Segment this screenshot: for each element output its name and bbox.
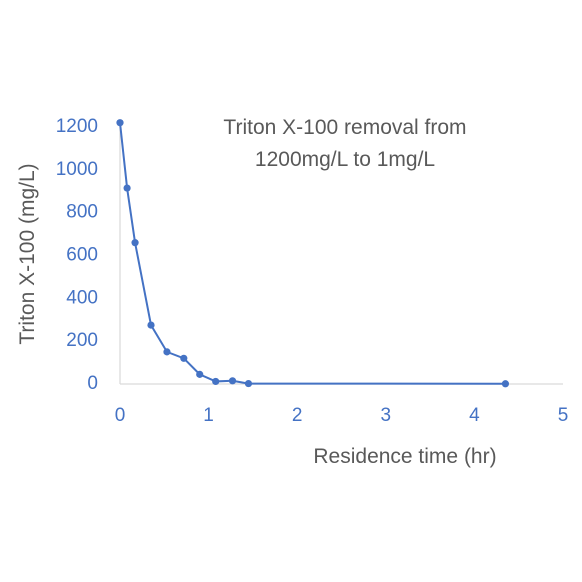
data-points [116,119,510,388]
x-tick-label: 1 [203,405,214,426]
x-ticks: 0 1 2 3 4 5 [115,405,569,426]
chart-title-line-1: Triton X-100 removal from [223,116,466,139]
y-tick-label: 1000 [56,159,98,180]
y-axis-title: Triton X-100 (mg/L) [16,163,39,344]
data-point [123,184,131,192]
data-point [244,379,253,388]
y-tick-label: 800 [66,202,98,223]
x-axis-title: Residence time (hr) [313,445,496,468]
x-tick-label: 0 [115,405,126,426]
x-tick-label: 2 [292,405,303,426]
y-tick-label: 600 [66,245,98,266]
y-tick-label: 0 [87,373,98,394]
data-point [196,370,204,378]
x-tick-label: 4 [469,405,480,426]
data-point [116,119,124,127]
data-point [131,239,139,247]
y-tick-label: 200 [66,330,98,351]
data-point [212,377,220,386]
x-tick-label: 5 [558,405,569,426]
data-point [501,380,510,388]
y-tick-label: 400 [66,287,98,308]
data-point [228,377,237,385]
y-tick-label: 1200 [56,116,98,137]
x-tick-label: 3 [381,405,392,426]
data-point [163,348,171,356]
chart-title-line-2: 1200mg/L to 1mg/L [255,148,435,171]
y-ticks: 0 200 400 600 800 1000 1200 [56,116,98,394]
data-point [147,321,155,329]
data-point [180,354,188,362]
